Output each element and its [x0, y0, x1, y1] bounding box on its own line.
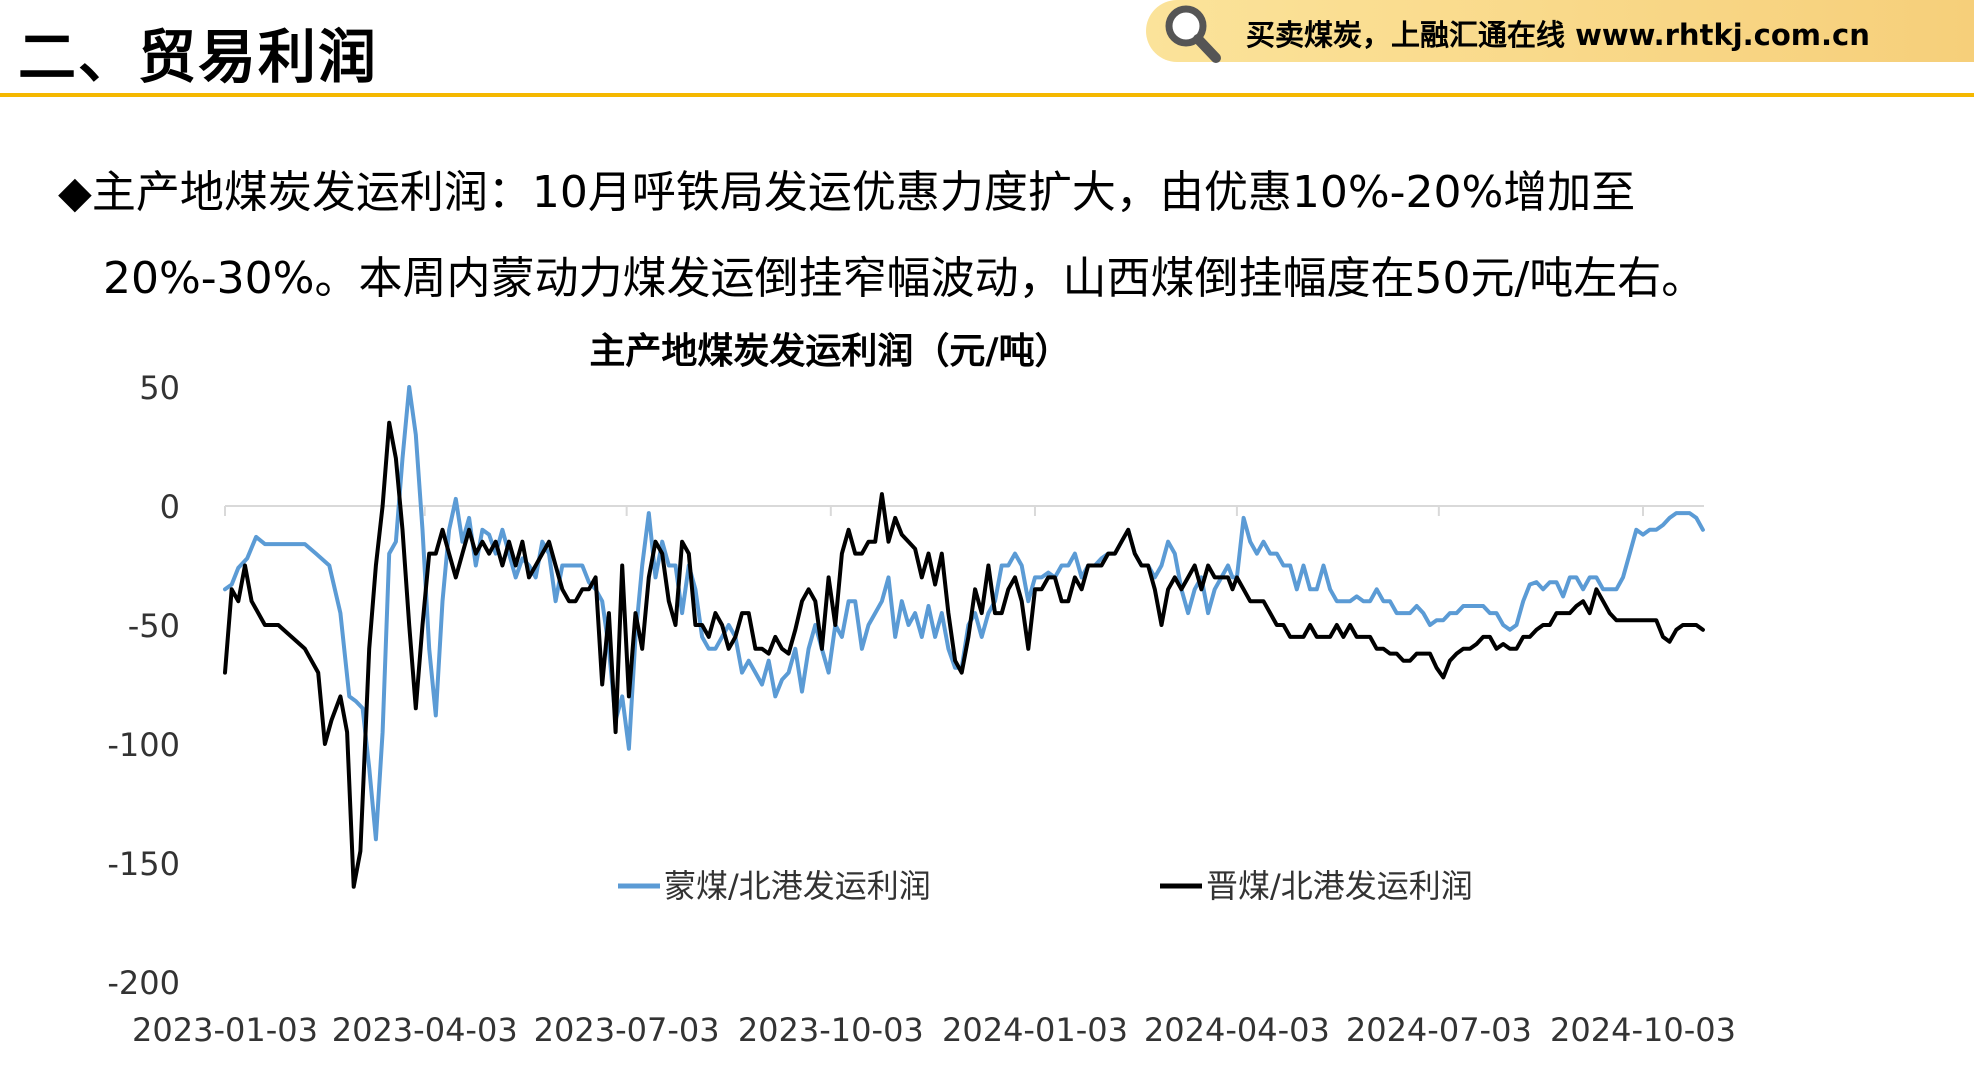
legend: 蒙煤/北港发运利润 晋煤/北港发运利润: [618, 867, 1473, 905]
y-tick-label: -100: [107, 726, 180, 764]
legend-label-1: 蒙煤/北港发运利润: [664, 867, 931, 905]
page-title: 二、贸易利润: [18, 23, 379, 91]
chart-title: 主产地煤炭发运利润（元/吨）: [589, 331, 1070, 372]
commentary-line-2: 20%-30%。本周内蒙动力煤发运倒挂窄幅波动，山西煤倒挂幅度在50元/吨左右。: [103, 253, 1706, 304]
search-icon: [1165, 5, 1221, 63]
title-underline: [0, 93, 1974, 97]
series-line-2: [223, 420, 1705, 889]
x-tick-label: 2024-10-03: [1550, 1011, 1736, 1049]
commentary-line-1: 主产地煤炭发运利润：10月呼铁局发运优惠力度扩大，由优惠10%-20%增加至: [91, 167, 1636, 218]
x-tick-label: 2023-07-03: [534, 1011, 720, 1049]
series-layer: [223, 385, 1705, 889]
x-tick-label: 2024-07-03: [1346, 1011, 1532, 1049]
x-tick-label: 2023-10-03: [738, 1011, 924, 1049]
bullet-symbol: ◆: [58, 167, 92, 218]
y-tick-label: 50: [139, 369, 180, 407]
series-line-1: [223, 385, 1705, 842]
x-tick-label: 2024-01-03: [942, 1011, 1128, 1049]
commentary-paragraph: ◆主产地煤炭发运利润：10月呼铁局发运优惠力度扩大，由优惠10%-20%增加至 …: [58, 150, 1958, 322]
y-tick-label: -150: [107, 845, 180, 883]
x-tick-label: 2024-04-03: [1144, 1011, 1330, 1049]
axis-layer: 50 0 -50 -100 -150 -200 2023-01-03 2023-04-03 20…: [107, 369, 1736, 1049]
promo-banner[interactable]: [1146, 0, 1974, 62]
x-tick-label: 2023-01-03: [132, 1011, 318, 1049]
y-tick-label: -50: [128, 607, 180, 645]
y-tick-label: -200: [107, 964, 180, 1002]
x-tick-label: 2023-04-03: [332, 1011, 518, 1049]
banner-text[interactable]: 买卖煤炭，上融汇通在线 www.rhtkj.com.cn: [1246, 18, 1870, 52]
legend-label-2: 晋煤/北港发运利润: [1206, 867, 1473, 905]
y-tick-label: 0: [160, 488, 180, 526]
